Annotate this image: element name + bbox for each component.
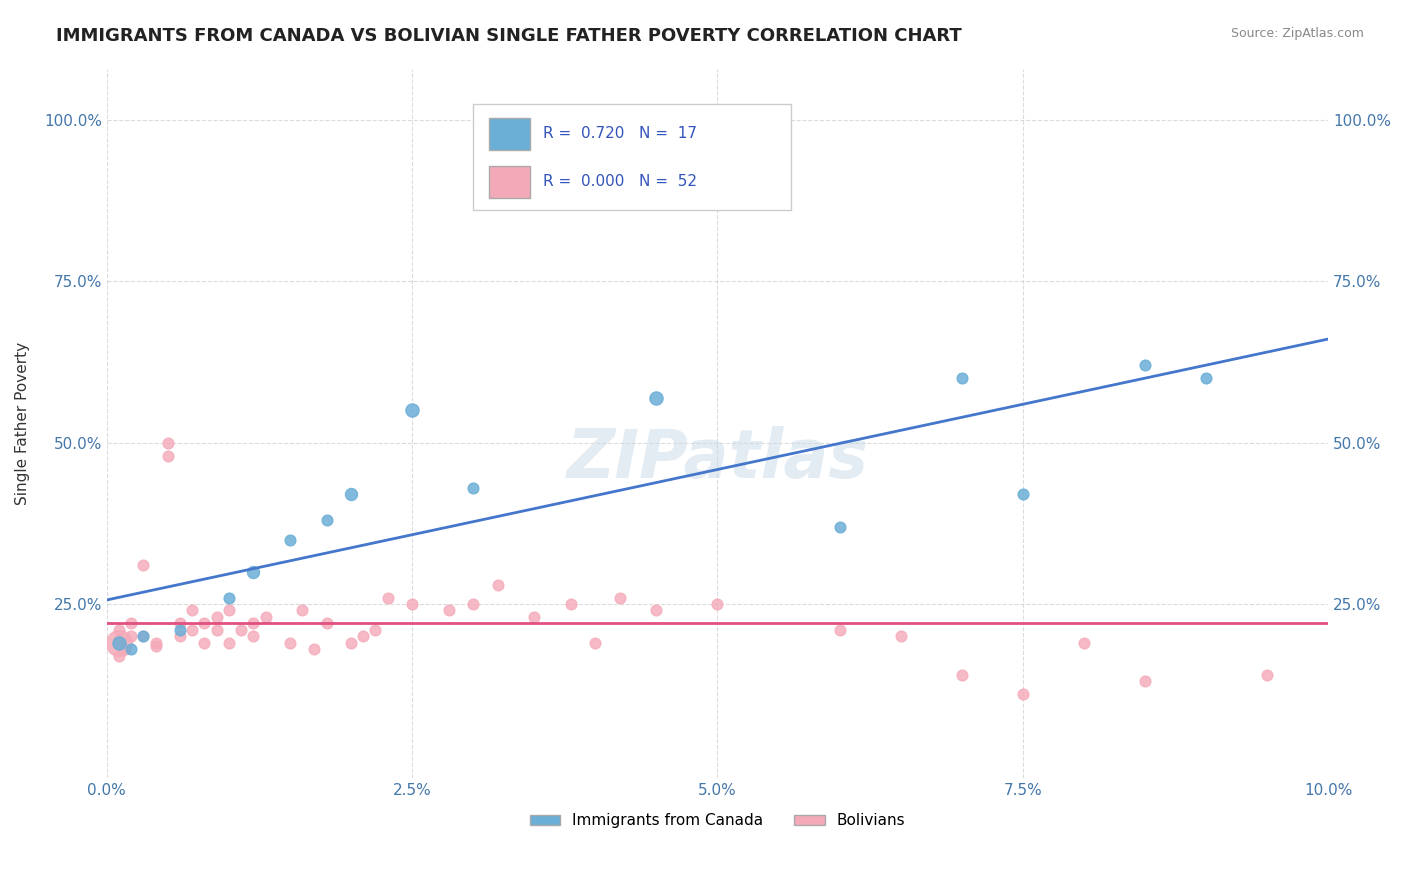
Point xyxy=(401,403,423,417)
Point xyxy=(242,616,264,631)
Point xyxy=(828,519,851,533)
Point xyxy=(120,642,142,657)
Point xyxy=(486,577,509,591)
Point xyxy=(364,623,387,637)
Point xyxy=(291,603,314,617)
Point xyxy=(132,629,155,643)
Text: Source: ZipAtlas.com: Source: ZipAtlas.com xyxy=(1230,27,1364,40)
Point xyxy=(145,639,167,653)
Point xyxy=(193,616,215,631)
Point xyxy=(1011,487,1033,501)
Point xyxy=(645,391,668,405)
Point xyxy=(463,597,485,611)
Point xyxy=(156,449,179,463)
Point xyxy=(114,642,136,657)
Point xyxy=(463,481,485,495)
Point xyxy=(120,629,142,643)
Point xyxy=(242,565,264,579)
Point xyxy=(218,636,240,650)
Point xyxy=(156,435,179,450)
Point xyxy=(560,597,582,611)
Point xyxy=(890,629,912,643)
Point xyxy=(108,623,131,637)
Point xyxy=(828,623,851,637)
Point xyxy=(169,616,191,631)
Point xyxy=(377,591,399,605)
Point xyxy=(145,636,167,650)
Point xyxy=(1256,668,1278,682)
Point xyxy=(340,636,363,650)
Point xyxy=(108,632,131,647)
Point xyxy=(218,603,240,617)
Point xyxy=(278,636,301,650)
Point xyxy=(523,610,546,624)
Point xyxy=(181,623,204,637)
Point xyxy=(205,610,228,624)
Point xyxy=(193,636,215,650)
Point xyxy=(950,371,973,385)
Point xyxy=(108,636,131,650)
Point xyxy=(583,636,606,650)
Point xyxy=(352,629,374,643)
Point xyxy=(108,648,131,663)
Legend: Immigrants from Canada, Bolivians: Immigrants from Canada, Bolivians xyxy=(523,807,911,834)
Point xyxy=(315,616,337,631)
Point xyxy=(218,591,240,605)
Point xyxy=(120,616,142,631)
Point xyxy=(1195,371,1218,385)
Point xyxy=(132,629,155,643)
Point xyxy=(1133,674,1156,689)
Point xyxy=(132,558,155,573)
Point xyxy=(108,636,131,650)
Point xyxy=(181,603,204,617)
Point xyxy=(254,610,277,624)
Point xyxy=(340,487,363,501)
Point xyxy=(401,597,423,611)
Text: IMMIGRANTS FROM CANADA VS BOLIVIAN SINGLE FATHER POVERTY CORRELATION CHART: IMMIGRANTS FROM CANADA VS BOLIVIAN SINGL… xyxy=(56,27,962,45)
Point xyxy=(169,629,191,643)
Point xyxy=(706,597,728,611)
Point xyxy=(242,629,264,643)
Point xyxy=(1133,359,1156,373)
Point xyxy=(609,591,631,605)
Point xyxy=(229,623,252,637)
Text: ZIPatlas: ZIPatlas xyxy=(567,425,869,491)
Point xyxy=(304,642,326,657)
Point xyxy=(645,603,668,617)
Point xyxy=(205,623,228,637)
Point xyxy=(315,513,337,527)
Y-axis label: Single Father Poverty: Single Father Poverty xyxy=(15,342,30,505)
Point xyxy=(169,623,191,637)
Point xyxy=(278,533,301,547)
Point xyxy=(437,603,460,617)
Point xyxy=(1011,687,1033,701)
Point xyxy=(1073,636,1095,650)
Point xyxy=(950,668,973,682)
